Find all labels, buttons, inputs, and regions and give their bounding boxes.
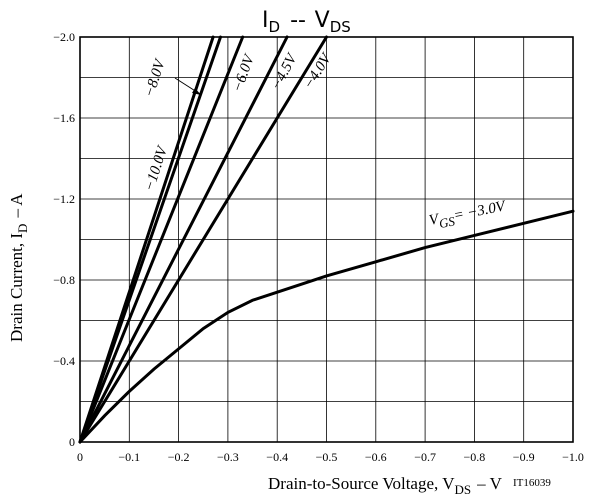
x-tick-label: −0.5 [316,450,338,464]
y-tick-label: −1.6 [53,111,75,125]
label-minus-10v: −10.0V [142,143,172,193]
chart-title: ID -- VDS [262,8,351,36]
x-tick-label: −0.3 [217,450,239,464]
x-tick-label: −0.6 [365,450,387,464]
x-axis-label: Drain-to-Source Voltage, VDS – V [268,474,503,497]
series-line-2 [78,35,245,444]
x-tick-label: −0.1 [118,450,140,464]
curves [78,35,575,444]
y-tick-labels: 0 −0.4 −0.8 −1.2 −1.6 −2.0 [53,30,75,449]
x-tick-label: −0.8 [464,450,486,464]
figure-code: IT16039 [513,477,551,489]
y-tick-label: −1.2 [53,192,75,206]
x-tick-label: 0 [77,450,83,464]
x-tick-label: −0.9 [513,450,535,464]
x-tick-label: −0.4 [266,450,288,464]
y-tick-label: 0 [69,435,75,449]
y-tick-label: −0.4 [53,354,75,368]
x-tick-labels: 0 −0.1 −0.2 −0.3 −0.4 −0.5 −0.6 −0.7 −0.8 −0.9 −1.… [77,450,584,464]
series-line-5 [78,209,575,444]
x-tick-label: −0.2 [168,450,190,464]
series-line-1 [78,35,223,444]
y-tick-label: −2.0 [53,30,75,44]
x-tick-label: −0.7 [414,450,436,464]
y-tick-label: −0.8 [53,273,75,287]
x-tick-label: −1.0 [562,450,584,464]
label-vgs-minus-3v: VGS= −3.0V [428,198,509,233]
plot-frame [79,36,574,443]
series-line-4 [78,35,328,444]
arrowhead-icon [192,88,201,95]
series-line-3 [78,35,289,444]
y-axis-label: Drain Current, ID– A [7,193,30,342]
